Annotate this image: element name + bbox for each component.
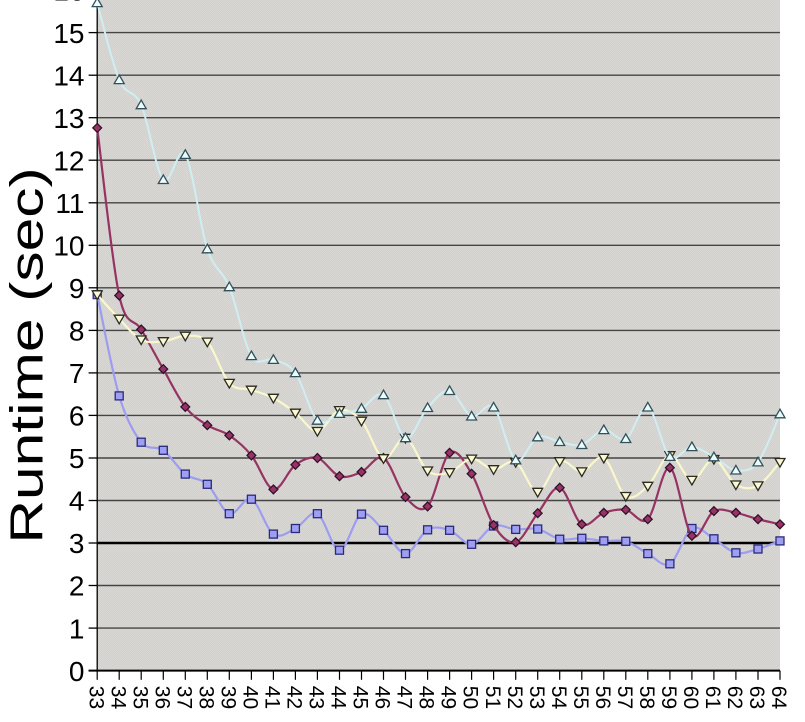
svg-text:48: 48 xyxy=(415,686,438,709)
svg-text:9: 9 xyxy=(69,273,85,304)
svg-text:37: 37 xyxy=(172,686,195,709)
svg-text:Runtime (sec): Runtime (sec) xyxy=(1,167,52,543)
svg-text:43: 43 xyxy=(305,686,328,709)
svg-text:54: 54 xyxy=(547,686,570,710)
svg-text:16: 16 xyxy=(53,0,84,6)
svg-text:50: 50 xyxy=(459,686,482,709)
svg-text:36: 36 xyxy=(150,686,173,709)
svg-text:58: 58 xyxy=(635,686,658,709)
svg-text:42: 42 xyxy=(283,686,306,709)
svg-text:7: 7 xyxy=(69,358,85,389)
svg-text:55: 55 xyxy=(569,686,592,709)
svg-text:14: 14 xyxy=(53,60,84,91)
svg-text:61: 61 xyxy=(701,686,724,709)
svg-text:8: 8 xyxy=(69,316,85,347)
svg-text:59: 59 xyxy=(657,686,680,709)
svg-text:64: 64 xyxy=(767,686,790,710)
svg-text:38: 38 xyxy=(194,686,217,709)
svg-text:6: 6 xyxy=(69,401,85,432)
svg-text:33: 33 xyxy=(84,686,107,709)
svg-text:0: 0 xyxy=(69,656,85,687)
svg-text:44: 44 xyxy=(327,686,350,710)
svg-text:51: 51 xyxy=(481,686,504,709)
svg-text:13: 13 xyxy=(53,103,84,134)
svg-text:2: 2 xyxy=(69,571,85,602)
svg-text:52: 52 xyxy=(503,686,526,709)
svg-text:40: 40 xyxy=(239,686,262,709)
svg-text:35: 35 xyxy=(128,686,151,709)
svg-text:39: 39 xyxy=(216,686,239,709)
svg-text:49: 49 xyxy=(437,686,460,709)
svg-text:11: 11 xyxy=(55,188,84,219)
svg-text:46: 46 xyxy=(371,686,394,709)
svg-text:60: 60 xyxy=(679,686,702,709)
svg-text:4: 4 xyxy=(69,486,85,517)
svg-text:63: 63 xyxy=(745,686,768,709)
svg-text:12: 12 xyxy=(53,145,84,176)
svg-text:15: 15 xyxy=(53,18,84,49)
svg-text:45: 45 xyxy=(349,686,372,709)
svg-text:62: 62 xyxy=(723,686,746,709)
svg-text:41: 41 xyxy=(261,686,284,709)
svg-text:1: 1 xyxy=(69,613,85,644)
svg-text:53: 53 xyxy=(525,686,548,709)
svg-text:56: 56 xyxy=(591,686,614,709)
svg-text:34: 34 xyxy=(106,686,129,710)
svg-text:3: 3 xyxy=(69,528,85,559)
svg-text:5: 5 xyxy=(69,443,85,474)
svg-text:47: 47 xyxy=(393,686,416,709)
svg-text:10: 10 xyxy=(53,231,84,262)
svg-text:57: 57 xyxy=(613,686,636,709)
